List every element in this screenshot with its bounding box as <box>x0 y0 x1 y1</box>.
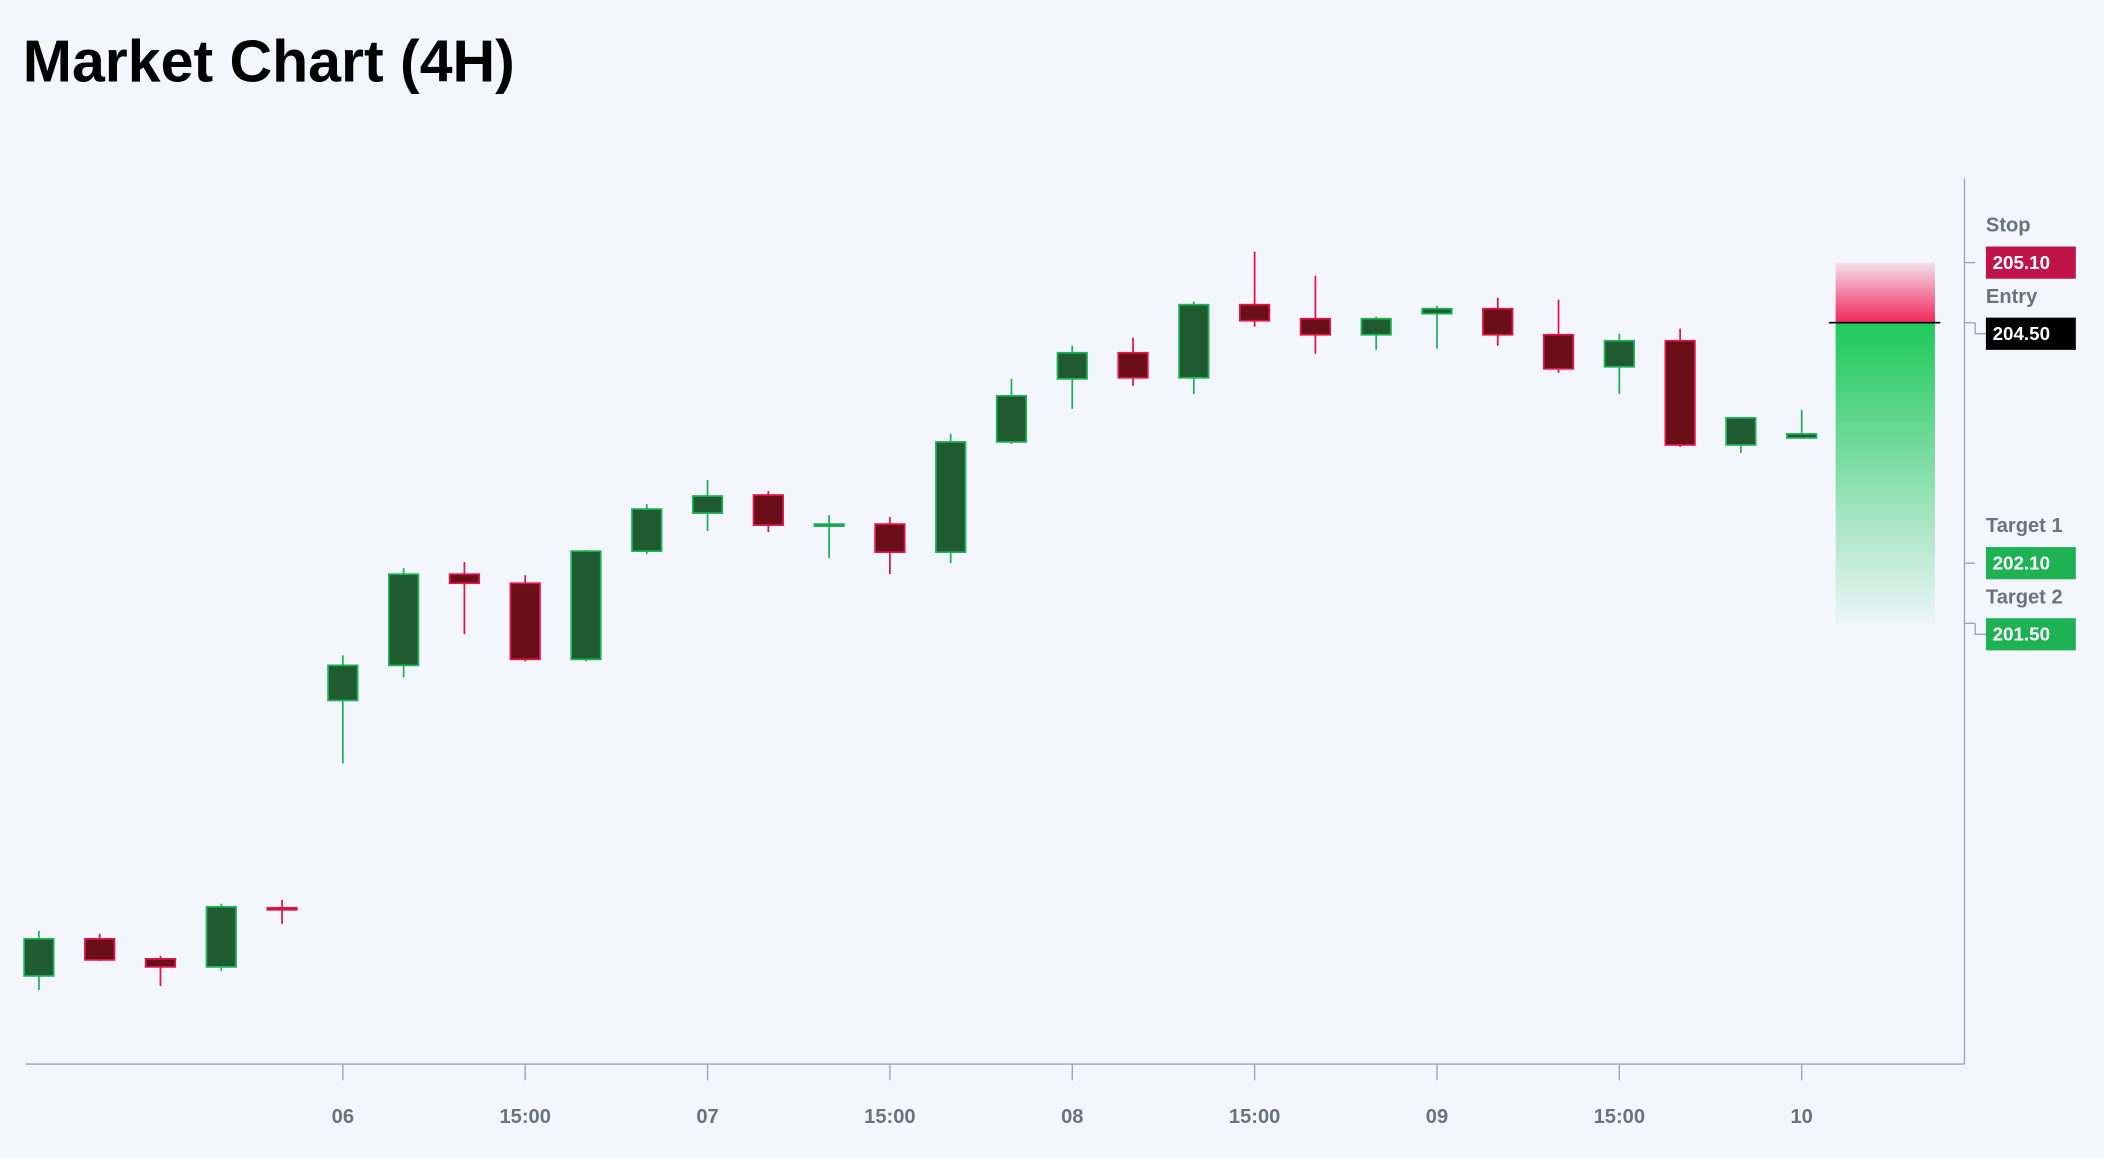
level-connector <box>1974 623 1986 635</box>
candle-body <box>1117 351 1149 379</box>
x-tick-label: 06 <box>332 1106 354 1128</box>
candle-body <box>570 550 602 661</box>
x-tick-label: 15:00 <box>864 1106 915 1128</box>
candle-body <box>1664 339 1696 446</box>
candle-body <box>84 937 116 961</box>
level-value: 205.10 <box>1993 252 2050 273</box>
level-value: 202.10 <box>1993 552 2050 573</box>
candle-body <box>631 508 663 553</box>
candle-body <box>1603 339 1635 368</box>
level-value: 201.50 <box>1993 624 2050 645</box>
x-tick-label: 07 <box>696 1106 718 1128</box>
x-tick-label: 09 <box>1426 1106 1448 1128</box>
candle-body <box>1299 317 1332 336</box>
level-name: Target 1 <box>1986 515 2063 537</box>
x-tick-label: 15:00 <box>499 1106 550 1128</box>
candle-body <box>1360 317 1392 336</box>
candle-body <box>1178 303 1210 379</box>
candle-body <box>813 523 845 527</box>
candle-body <box>205 905 237 968</box>
candle-body <box>448 573 481 585</box>
candle-body <box>23 937 55 977</box>
level-box <box>1985 317 2076 350</box>
candle-body <box>935 441 967 554</box>
x-tick-label: 08 <box>1061 1106 1083 1128</box>
candle-body <box>1725 417 1757 446</box>
level-name: Target 2 <box>1986 586 2063 608</box>
x-tick-label: 10 <box>1790 1106 1812 1128</box>
candle-body <box>387 573 420 667</box>
candle-body <box>1056 351 1088 380</box>
chart-title: Market Chart (4H) <box>23 28 515 94</box>
level-box <box>1985 547 2076 580</box>
candle-body <box>1542 333 1575 370</box>
level-value: 204.50 <box>1993 323 2050 344</box>
level-name: Entry <box>1986 286 2038 308</box>
level-box <box>1985 618 2076 651</box>
candle-body <box>691 495 724 514</box>
candle-body <box>874 523 906 554</box>
level-connector <box>1974 322 1986 335</box>
candle-body <box>1786 433 1818 439</box>
x-tick-label: 15:00 <box>1594 1106 1645 1128</box>
level-name: Stop <box>1986 215 2031 237</box>
candle-body <box>266 906 298 911</box>
candle-body <box>752 494 784 526</box>
candle-body <box>327 664 359 702</box>
candle-body <box>995 394 1028 443</box>
candle-body <box>509 582 541 661</box>
candle-body <box>1482 307 1514 336</box>
candle-body <box>144 958 177 968</box>
candle-body <box>1421 307 1453 315</box>
level-box <box>1985 246 2076 279</box>
x-tick-label: 15:00 <box>1229 1106 1280 1128</box>
loss-zone <box>1835 262 1935 323</box>
candle-body <box>1238 303 1271 322</box>
profit-zone <box>1835 322 1935 624</box>
